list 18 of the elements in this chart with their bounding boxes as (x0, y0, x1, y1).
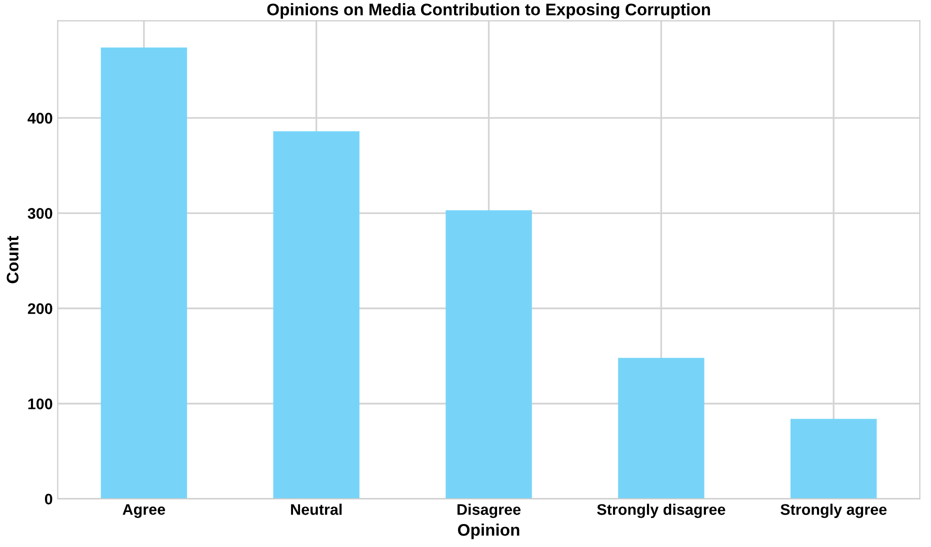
x-tick-label: Agree (122, 504, 166, 518)
bar (618, 358, 704, 499)
x-tick-label: Neutral (291, 504, 342, 515)
y-tick-label: 0 (44, 494, 52, 505)
y-tick-label: 300 (28, 208, 52, 219)
x-tick-label: Strongly disagree (597, 504, 726, 518)
bar (273, 131, 360, 499)
y-axis-title: Count (6, 236, 19, 284)
x-axis-title: Opinion (458, 524, 520, 540)
chart-title: Opinions on Media Contribution to Exposing Corruption (267, 3, 710, 19)
bar (100, 47, 188, 499)
y-tick-label: 400 (28, 112, 52, 124)
x-tick-label: Disagree (458, 504, 521, 518)
y-tick-label: 200 (28, 303, 52, 314)
bar (790, 418, 877, 499)
x-tick-label: Strongly agree (780, 504, 887, 518)
bar (446, 210, 532, 499)
y-tick-label: 100 (28, 398, 52, 410)
